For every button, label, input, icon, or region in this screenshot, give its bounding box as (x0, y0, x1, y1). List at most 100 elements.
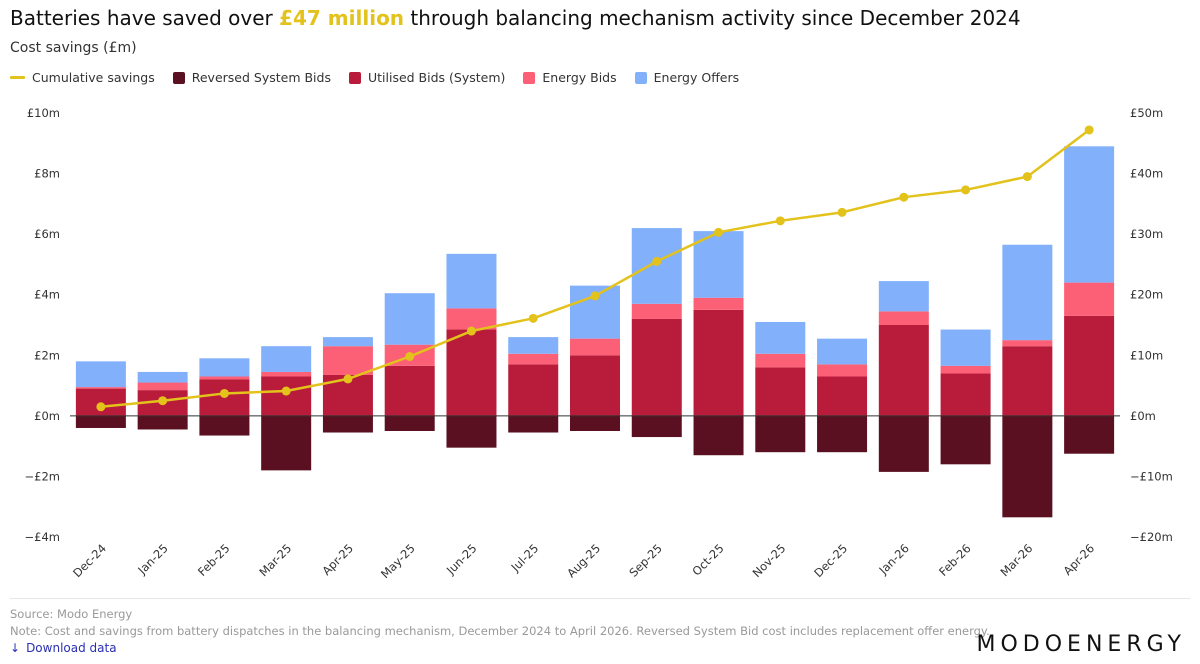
y-left-tick-label: £0m (34, 409, 60, 423)
cumulative-savings-point (466, 326, 476, 336)
legend-item-reversed-system-bids[interactable]: Reversed System Bids (172, 70, 331, 85)
bar-energy-bids (1064, 282, 1115, 316)
legend-swatch-energy-offers (634, 71, 647, 84)
legend-swatch-utilised (348, 71, 361, 84)
bar-utilised-bids-system (75, 388, 126, 416)
bar-energy-offers (1064, 146, 1115, 283)
footer-divider (10, 598, 1190, 599)
cumulative-savings-point (775, 216, 785, 226)
bar-energy-bids (322, 346, 373, 375)
bar-energy-bids (137, 382, 188, 391)
download-data-link[interactable]: ↓ Download data (10, 641, 117, 655)
bar-energy-offers (199, 358, 250, 377)
legend-item-cumulative[interactable]: Cumulative savings (10, 70, 155, 85)
x-tick-label: Jul-25 (508, 541, 542, 575)
bar-reversed-system-bids (199, 415, 250, 436)
legend-swatch-energy-bids (523, 71, 536, 84)
bar-energy-bids (693, 297, 744, 310)
cumulative-savings-point (219, 388, 229, 398)
bar-utilised-bids-system (755, 367, 806, 416)
legend-label-reversed: Reversed System Bids (191, 70, 331, 85)
legend-label-utilised: Utilised Bids (System) (367, 70, 506, 85)
bar-energy-offers (817, 338, 868, 365)
legend-swatch-cumulative (10, 76, 25, 79)
bar-reversed-system-bids (878, 415, 929, 472)
bar-energy-offers (755, 321, 806, 354)
x-tick-label: Dec-24 (70, 541, 109, 580)
bar-reversed-system-bids (817, 415, 868, 453)
bar-reversed-system-bids (570, 415, 620, 431)
bar-energy-bids (940, 365, 991, 374)
x-tick-label: Oct-25 (689, 541, 726, 578)
x-tick-label: Jan-26 (876, 541, 912, 577)
bar-energy-bids (878, 311, 929, 325)
bar-energy-offers (631, 228, 682, 304)
cumulative-savings-point (158, 396, 168, 406)
chart-subtitle: Cost savings (£m) (10, 40, 137, 56)
y-left-tick-label: £4m (34, 288, 60, 302)
bar-utilised-bids-system (508, 364, 559, 416)
bar-energy-offers (508, 337, 559, 354)
note-text: Note: Cost and savings from battery disp… (10, 624, 990, 638)
bar-energy-bids (199, 376, 250, 380)
y-right-tick-label: £20m (1130, 288, 1163, 302)
bar-energy-offers (322, 337, 373, 347)
legend-item-utilised-bids[interactable]: Utilised Bids (System) (348, 70, 506, 85)
bar-reversed-system-bids (940, 415, 991, 465)
cumulative-savings-point (343, 374, 353, 384)
bar-reversed-system-bids (631, 415, 682, 438)
cumulative-savings-point (1022, 172, 1032, 182)
bar-energy-bids (508, 353, 559, 365)
download-label: Download data (26, 641, 117, 655)
bar-energy-bids (261, 371, 312, 377)
legend-item-energy-offers[interactable]: Energy Offers (634, 70, 740, 85)
brand-logo: MODOENERGY (976, 632, 1186, 657)
bar-energy-offers (137, 371, 188, 383)
cumulative-savings-point (96, 402, 106, 412)
bar-reversed-system-bids (508, 415, 559, 433)
bar-energy-offers (446, 253, 497, 309)
x-tick-label: Apr-25 (319, 541, 356, 578)
y-right-tick-label: £40m (1130, 167, 1163, 181)
bar-energy-bids (446, 308, 497, 330)
bar-reversed-system-bids (137, 415, 188, 430)
download-arrow-icon: ↓ (10, 641, 21, 655)
bar-reversed-system-bids (693, 415, 744, 456)
legend: Cumulative savings Reversed System Bids … (10, 70, 739, 85)
bar-utilised-bids-system (1002, 346, 1053, 416)
x-tick-label: Mar-25 (256, 541, 294, 579)
x-tick-label: Nov-25 (750, 541, 789, 580)
bar-energy-offers (1002, 244, 1053, 341)
source-text: Source: Modo Energy (10, 607, 133, 621)
legend-label-energy-offers: Energy Offers (653, 70, 740, 85)
x-tick-label: Jan-25 (134, 541, 170, 577)
bar-reversed-system-bids (261, 415, 312, 471)
bar-reversed-system-bids (446, 415, 497, 448)
cumulative-savings-point (1084, 125, 1094, 135)
x-tick-label: May-25 (378, 541, 418, 581)
x-tick-label: Feb-25 (195, 541, 233, 579)
bar-energy-bids (817, 364, 868, 377)
title-before: Batteries have saved over (10, 6, 280, 30)
cumulative-savings-point (281, 386, 291, 396)
cumulative-savings-point (528, 313, 538, 323)
cumulative-savings-point (714, 227, 724, 237)
y-right-tick-label: £50m (1130, 106, 1163, 120)
bar-energy-offers (693, 231, 744, 298)
legend-item-energy-bids[interactable]: Energy Bids (523, 70, 617, 85)
title-highlight: £47 million (279, 6, 405, 30)
title-after: through balancing mechanism activity sin… (404, 6, 1021, 30)
x-tick-label: Mar-26 (997, 541, 1035, 579)
y-left-tick-label: −£4m (25, 530, 60, 544)
bar-utilised-bids-system (446, 329, 497, 416)
legend-swatch-reversed (172, 71, 185, 84)
legend-label-cumulative: Cumulative savings (32, 70, 155, 85)
x-tick-label: Aug-25 (564, 541, 603, 580)
bar-energy-offers (261, 346, 312, 372)
cumulative-savings-point (899, 192, 909, 202)
y-right-tick-label: £10m (1130, 348, 1163, 362)
bar-utilised-bids-system (384, 365, 435, 416)
y-right-tick-label: £0m (1130, 409, 1156, 423)
bar-energy-offers (878, 281, 929, 312)
x-tick-label: Jun-25 (443, 541, 480, 578)
